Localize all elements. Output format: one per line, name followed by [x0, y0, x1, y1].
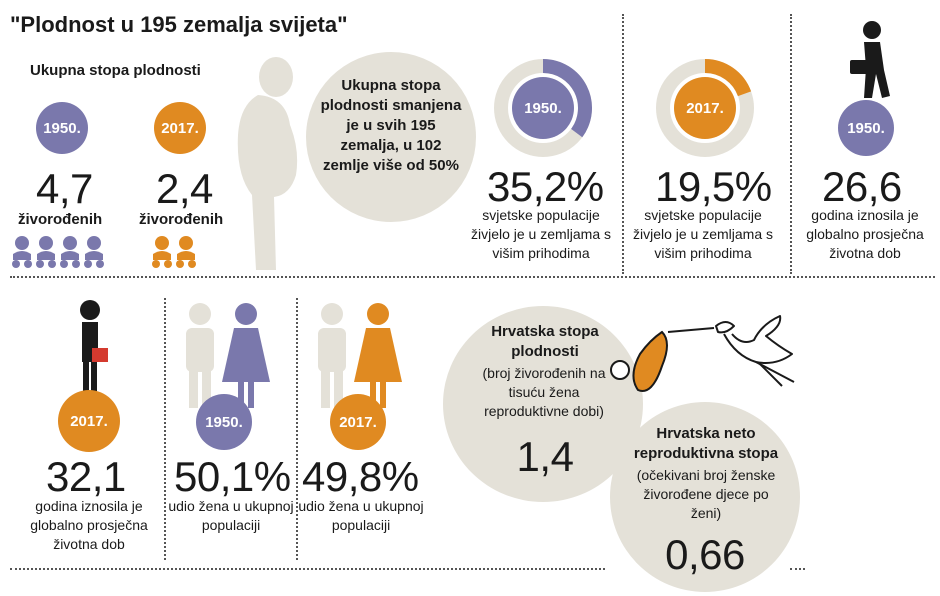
women-caption-1950: udio žena u ukupnoj populaciji: [168, 498, 294, 533]
donut-chart-1950: [494, 59, 592, 157]
baby-icons-2017: [152, 236, 220, 268]
croatia-net-value: 0,66: [665, 531, 745, 578]
median-age-value-2017: 32,1: [46, 453, 126, 500]
man-with-book-icon: [80, 300, 108, 398]
divider-vertical: [164, 298, 166, 560]
high-income-value-2017: 19,5%: [655, 163, 772, 210]
fertility-value-1950: 4,7: [36, 165, 93, 212]
donut-segment: [542, 59, 592, 138]
year-badge-2017: 2017.: [154, 102, 206, 154]
women-badge-2017: 2017.: [330, 394, 386, 450]
page-title: "Plodnost u 195 zemalja svijeta": [10, 12, 348, 37]
median-age-caption-1950: godina iznosila je globalno prosječna ži…: [806, 207, 924, 261]
croatia-fertility-desc: (broj živorođenih na tisuću žena reprodu…: [482, 365, 606, 419]
women-badge-1950: 1950.: [196, 394, 252, 450]
divider-vertical: [622, 14, 624, 274]
croatia-net-desc: (očekivani broj ženske živorođene djece …: [636, 467, 776, 521]
donut-badge-2017: 2017.: [674, 77, 736, 139]
stork-with-baby-icon: [610, 315, 795, 392]
divider-vertical: [790, 14, 792, 274]
divider-vertical: [296, 298, 298, 560]
baby-icons-1950: [12, 236, 128, 268]
divider-horizontal: [10, 568, 605, 570]
pregnant-woman-icon: [237, 57, 298, 270]
women-caption-2017: udio žena u ukupnoj populaciji: [298, 498, 424, 533]
croatia-fertility-value: 1,4: [516, 433, 574, 480]
walking-man-icon: [850, 21, 890, 98]
high-income-value-1950: 35,2%: [487, 163, 604, 210]
croatia-net-title: Hrvatska neto reproduktivna stopa: [633, 425, 779, 462]
age-badge-2017: 2017.: [58, 390, 120, 452]
man-woman-icon-2017: [318, 303, 402, 408]
median-age-value-1950: 26,6: [822, 163, 902, 210]
man-woman-icon-1950: [186, 303, 270, 408]
croatia-net-circle: [610, 402, 800, 592]
croatia-fertility-circle: [443, 306, 643, 502]
women-value-1950: 50,1%: [174, 453, 291, 500]
women-value-2017: 49,8%: [302, 453, 419, 500]
decline-text: Ukupna stopa plodnosti smanjena je u svi…: [320, 77, 462, 174]
fertility-label-1950: živorođenih: [18, 211, 103, 228]
donut-segment: [704, 59, 752, 97]
year-badge-1950: 1950.: [36, 102, 88, 154]
high-income-caption-2017: svjetske populacije živjelo je u zemljam…: [632, 207, 774, 261]
age-badge-1950: 1950.: [838, 100, 894, 156]
high-income-caption-1950: svjetske populacije živjelo je u zemljam…: [470, 207, 612, 261]
fertility-label-2017: živorođenih: [139, 211, 224, 228]
fertility-value-2017: 2,4: [156, 165, 213, 212]
median-age-caption-2017: godina iznosila je globalno prosječna ži…: [30, 498, 148, 552]
donut-chart-2017: [656, 59, 754, 157]
decline-circle: [306, 52, 476, 222]
donut-badge-1950: 1950.: [512, 77, 574, 139]
divider-horizontal: [10, 276, 935, 278]
fertility-heading: Ukupna stopa plodnosti: [30, 62, 201, 79]
croatia-fertility-title: Hrvatska stopa plodnosti: [491, 323, 599, 360]
divider-horizontal: [790, 568, 805, 570]
